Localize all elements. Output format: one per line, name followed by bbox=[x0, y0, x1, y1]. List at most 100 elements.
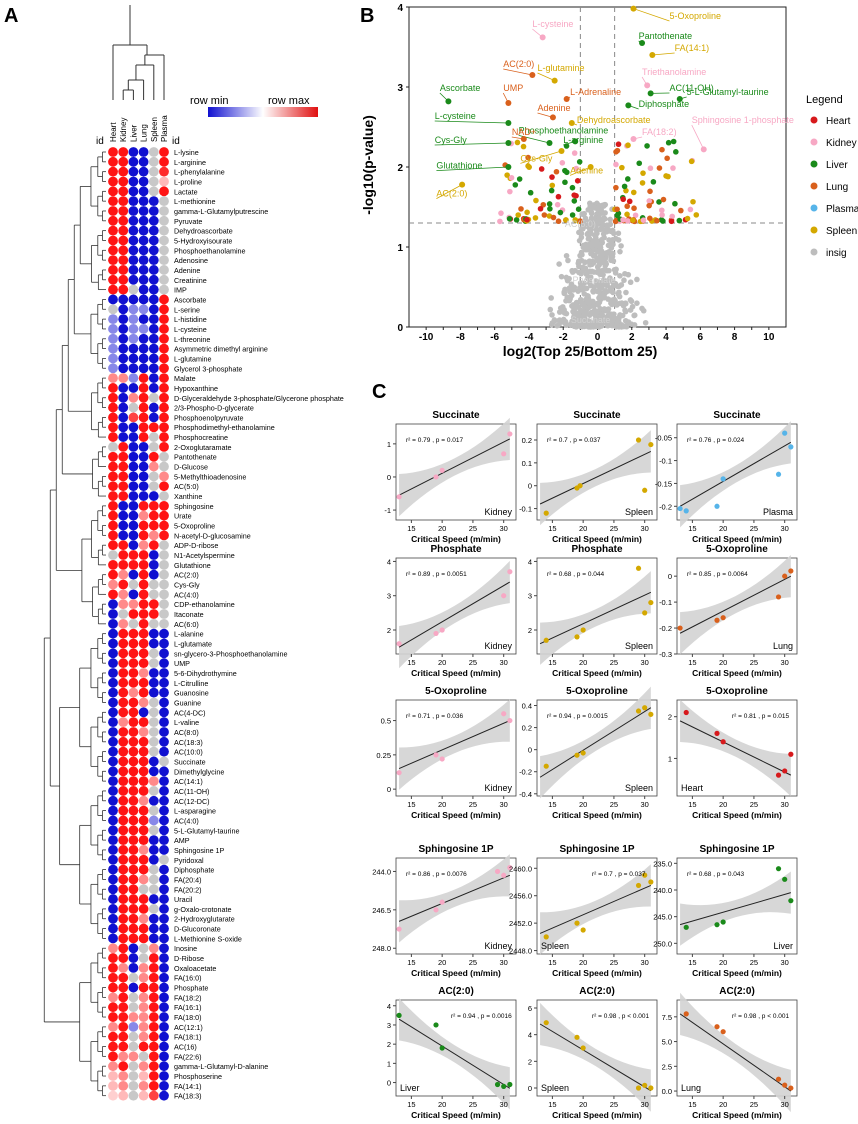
volcano-point-insig bbox=[595, 301, 601, 307]
regression-panel: Succinate 15 20 25 30 -1 0 1 Critical Speed (m/m… bbox=[384, 410, 517, 544]
heatmap-cell bbox=[138, 343, 149, 354]
heatmap-column-labels: Heart Kidney Liver Lung Spleen Plasma bbox=[109, 115, 169, 142]
regression-point bbox=[714, 730, 720, 736]
regression-point bbox=[574, 1034, 580, 1040]
volcano-point-insig bbox=[618, 243, 624, 249]
regression-line bbox=[679, 1013, 792, 1092]
volcano-point-label: NAD+ bbox=[512, 127, 536, 137]
legend-swatch bbox=[810, 138, 818, 146]
heatmap-cell bbox=[148, 1002, 159, 1013]
heatmap-cell bbox=[108, 805, 118, 816]
volcano-point bbox=[524, 209, 530, 216]
heatmap-cell bbox=[108, 196, 118, 207]
heatmap-cell bbox=[138, 756, 149, 767]
legend-label: Heart bbox=[826, 116, 851, 127]
volcano-point-insig bbox=[581, 308, 588, 315]
heatmap-cell bbox=[138, 166, 149, 177]
regression-xtick-label: 30 bbox=[641, 524, 649, 533]
heatmap-cell bbox=[148, 245, 159, 256]
volcano-point bbox=[640, 217, 647, 224]
volcano-point bbox=[514, 139, 521, 146]
volcano-point-label: Sphingosine 1-phosphate bbox=[692, 115, 794, 125]
volcano-point-insig bbox=[601, 277, 607, 283]
heatmap-cell bbox=[108, 422, 118, 433]
heatmap-cell bbox=[118, 284, 129, 295]
heatmap-cell bbox=[128, 432, 139, 442]
heatmap-row-label: Pantothenate bbox=[174, 453, 217, 462]
volcano-point bbox=[620, 216, 626, 223]
heatmap-row-label: FA(20:4) bbox=[174, 875, 202, 884]
regression-xtick-label: 15 bbox=[688, 524, 696, 533]
volcano-point bbox=[550, 214, 557, 221]
volcano-point bbox=[557, 209, 564, 216]
heatmap-cell bbox=[128, 284, 139, 295]
regression-panel: AC(2:0) 15 20 25 30 0 2 4 6 Critical Speed (m/min… bbox=[528, 986, 658, 1120]
heatmap-cell bbox=[118, 707, 129, 718]
heatmap-cell bbox=[159, 1051, 169, 1062]
volcano-point bbox=[623, 187, 629, 194]
heatmap-cell bbox=[148, 815, 159, 826]
volcano-point-insig bbox=[597, 271, 603, 278]
regression-point bbox=[494, 868, 501, 875]
heatmap-row-label: gamma-L-Glutamyl-D-alanine bbox=[174, 1062, 268, 1071]
heatmap-row-label: Phosphate bbox=[174, 984, 208, 993]
regression-panel-title: AC(2:0) bbox=[438, 986, 474, 997]
volcano-point bbox=[532, 215, 539, 221]
heatmap-cell bbox=[108, 1012, 118, 1022]
volcano-point-label: 5-Oxoproline bbox=[669, 11, 721, 21]
regression-panel-title: Phosphate bbox=[571, 544, 623, 555]
volcano-point bbox=[612, 218, 619, 225]
heatmap-cell bbox=[159, 913, 169, 924]
volcano-point-insig bbox=[560, 316, 567, 323]
volcano-label-leader bbox=[679, 96, 687, 100]
heatmap-cell bbox=[159, 215, 169, 226]
heatmap-cell bbox=[138, 255, 149, 266]
heatmap-cell bbox=[148, 697, 159, 708]
volcano-point-insig bbox=[588, 210, 595, 217]
volcano-label-leader bbox=[537, 112, 554, 118]
heatmap-cell bbox=[108, 825, 118, 836]
heatmap-cell bbox=[128, 402, 139, 413]
regression-xtick-label: 30 bbox=[781, 658, 789, 667]
volcano-point-insig bbox=[574, 314, 581, 320]
heatmap-cell bbox=[108, 609, 118, 619]
heatmap-cell bbox=[108, 845, 118, 855]
heatmap-row-label: Malate bbox=[174, 374, 196, 383]
heatmap-cell bbox=[159, 550, 169, 560]
regression-point bbox=[642, 610, 648, 616]
heatmap-cell bbox=[128, 1090, 139, 1101]
heatmap-cell bbox=[148, 668, 159, 678]
heatmap-cell bbox=[118, 1021, 129, 1032]
heatmap-row-label: AC(11-OH) bbox=[174, 787, 209, 796]
regression-xtick-label: 20 bbox=[719, 800, 727, 809]
volcano-point-insig bbox=[617, 273, 623, 279]
regression-xtick-label: 15 bbox=[688, 958, 696, 967]
volcano-point-label: 5-L-Glutamyl-taurine bbox=[687, 87, 769, 97]
heatmap-cell bbox=[148, 196, 159, 207]
volcano-point-insig bbox=[581, 291, 588, 297]
regression-xtick-label: 15 bbox=[688, 1100, 696, 1109]
svg-text:id: id bbox=[172, 136, 180, 147]
heatmap-row-label: Pyridoxal bbox=[174, 856, 204, 865]
heatmap-cell bbox=[148, 206, 159, 216]
heatmap-cell bbox=[138, 235, 149, 246]
volcano-point bbox=[525, 154, 531, 161]
heatmap-row-label: L-asparagine bbox=[174, 807, 216, 816]
regression-panel: Sphingosine 1P 15 20 25 30 2448.0 2452.0 2456.0… bbox=[509, 844, 658, 978]
heatmap-row-label: L-glutamate bbox=[174, 640, 212, 649]
heatmap-cell bbox=[148, 353, 159, 364]
heatmap-cell bbox=[108, 707, 118, 718]
heatmap-cell bbox=[148, 1080, 159, 1091]
regression-tissue-label: Spleen bbox=[625, 507, 653, 517]
heatmap-row-label: Sphingosine 1P bbox=[174, 846, 225, 855]
heatmap-row-label: D-Ribose bbox=[174, 954, 204, 963]
heatmap-cell bbox=[159, 736, 169, 747]
heatmap-cell bbox=[118, 972, 129, 983]
heatmap-cell bbox=[128, 540, 139, 551]
heatmap-cell bbox=[128, 1041, 139, 1052]
heatmap-row-label: FA(20:2) bbox=[174, 885, 202, 894]
heatmap-cell bbox=[118, 874, 129, 885]
regression-ytick-label: 0 bbox=[387, 473, 391, 482]
regression-point bbox=[543, 510, 549, 516]
regression-line bbox=[398, 1018, 511, 1089]
